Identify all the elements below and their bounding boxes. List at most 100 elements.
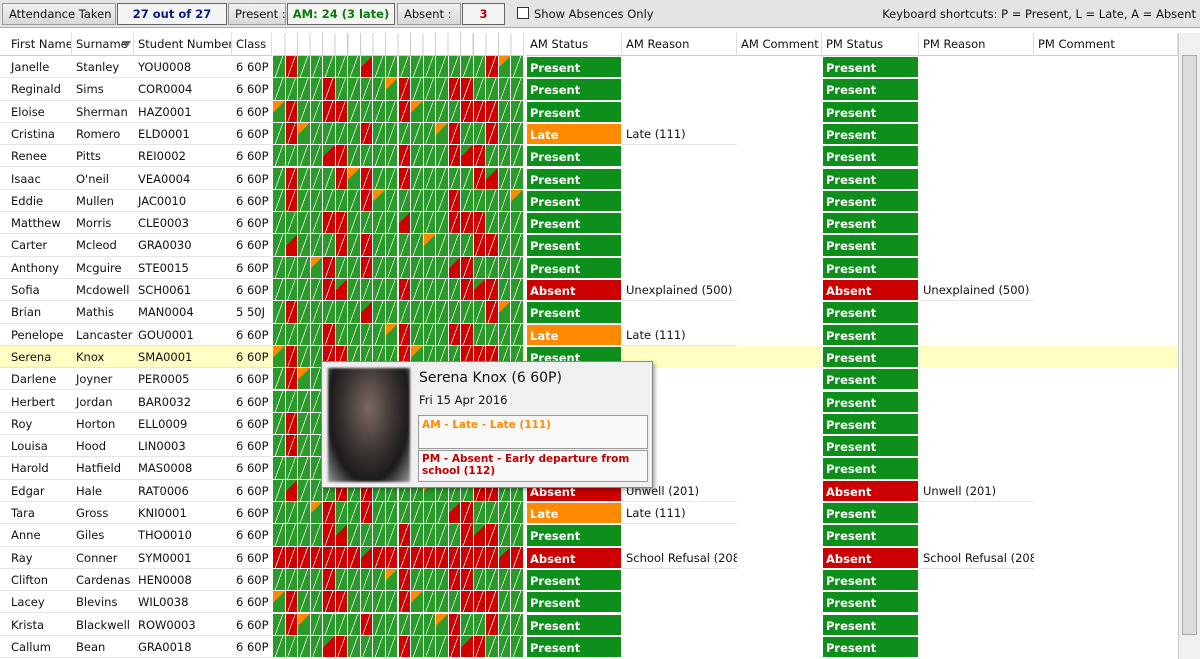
- status-cell[interactable]: Present: [526, 301, 622, 324]
- status-cell[interactable]: Present: [526, 256, 622, 279]
- history-cell: [285, 412, 299, 436]
- history-cell: [486, 145, 499, 168]
- status-cell[interactable]: Present: [822, 323, 919, 346]
- status-cell[interactable]: Present: [526, 591, 622, 614]
- column-header[interactable]: AM Reason: [622, 33, 737, 56]
- status-cell[interactable]: Absent: [822, 479, 919, 502]
- history-cell: [385, 212, 399, 235]
- column-header[interactable]: PM Status: [822, 33, 919, 56]
- cell: Serena: [0, 346, 72, 369]
- history-cell: [511, 212, 524, 235]
- status-cell[interactable]: Present: [822, 167, 919, 190]
- history-cell: [511, 613, 524, 636]
- status-cell[interactable]: Present: [822, 435, 919, 458]
- status-cell[interactable]: Present: [822, 189, 919, 213]
- status-cell[interactable]: Present: [526, 56, 622, 79]
- history-cell: [511, 78, 524, 101]
- column-header[interactable]: Class: [232, 33, 272, 56]
- status-cell[interactable]: Present: [526, 524, 622, 547]
- history-cell: [285, 613, 299, 636]
- status-cell[interactable]: Present: [822, 613, 919, 636]
- status-cell[interactable]: Present: [822, 368, 919, 391]
- history-cell: [348, 546, 361, 569]
- cell: 6 60P: [232, 547, 272, 569]
- status-cell[interactable]: Absent: [526, 546, 622, 569]
- history-cell: [310, 122, 324, 146]
- status-cell[interactable]: Late: [526, 323, 622, 346]
- status-cell[interactable]: Present: [526, 234, 622, 257]
- status-cell[interactable]: Present: [822, 635, 919, 659]
- status-cell[interactable]: Present: [526, 78, 622, 101]
- column-header[interactable]: PM Comment: [1034, 33, 1178, 56]
- status-cell[interactable]: Present: [822, 412, 919, 436]
- history-cell: [335, 78, 349, 101]
- status-cell[interactable]: Present: [822, 234, 919, 257]
- status-cell[interactable]: Present: [822, 145, 919, 168]
- status-cell[interactable]: Present: [822, 212, 919, 235]
- history-cell: [310, 502, 324, 525]
- history-cell: [486, 167, 499, 190]
- status-cell[interactable]: Absent: [822, 546, 919, 569]
- status-cell[interactable]: Present: [822, 524, 919, 547]
- history-cell: [323, 256, 336, 279]
- status-cell[interactable]: Late: [526, 122, 622, 146]
- status-cell[interactable]: Present: [526, 167, 622, 190]
- column-header[interactable]: Student Number: [134, 33, 232, 56]
- history-cell: [448, 613, 462, 636]
- status-cell[interactable]: Present: [526, 568, 622, 592]
- history-cell: [498, 234, 512, 257]
- history-cell: [298, 613, 311, 636]
- status-cell[interactable]: Late: [526, 502, 622, 525]
- history-cell: [498, 524, 512, 547]
- history-cell: [335, 100, 349, 123]
- history-cell: [323, 167, 336, 190]
- status-cell[interactable]: Present: [526, 145, 622, 168]
- status-cell[interactable]: Present: [822, 256, 919, 279]
- status-cell[interactable]: Present: [822, 502, 919, 525]
- column-header[interactable]: PM Reason: [919, 33, 1034, 56]
- history-cell: [461, 78, 474, 101]
- history-cell: [298, 390, 311, 413]
- column-header[interactable]: Surname: [72, 33, 134, 56]
- history-cell: [298, 457, 311, 480]
- status-cell[interactable]: Present: [822, 56, 919, 79]
- cell: 6 60P: [232, 480, 272, 502]
- history-cell: [335, 546, 349, 569]
- status-cell[interactable]: Present: [822, 301, 919, 324]
- history-cell: [310, 479, 324, 502]
- checkbox-label[interactable]: Show Absences Only: [534, 7, 654, 21]
- status-cell[interactable]: Present: [822, 457, 919, 480]
- column-header[interactable]: AM Status: [526, 33, 622, 56]
- scrollbar[interactable]: [1178, 33, 1200, 659]
- history-cell: [360, 256, 374, 279]
- status-cell[interactable]: Present: [526, 189, 622, 213]
- scroll-thumb[interactable]: [1182, 55, 1197, 635]
- history-cell: [436, 546, 449, 569]
- history-cell: [511, 122, 524, 146]
- status-cell[interactable]: Absent: [526, 279, 622, 302]
- status-cell[interactable]: Present: [526, 635, 622, 659]
- history-cell: [448, 524, 462, 547]
- status-cell[interactable]: Present: [822, 591, 919, 614]
- cell: SMA0001: [134, 346, 232, 369]
- column-header[interactable]: First Name: [0, 33, 72, 56]
- status-cell[interactable]: Present: [526, 613, 622, 636]
- status-cell[interactable]: Absent: [822, 279, 919, 302]
- history-cell: [285, 301, 299, 324]
- status-cell[interactable]: Present: [526, 100, 622, 123]
- status-cell[interactable]: Present: [822, 568, 919, 592]
- history-cell: [335, 145, 349, 168]
- history-cell: [411, 502, 424, 525]
- status-cell[interactable]: Present: [822, 345, 919, 369]
- checkbox[interactable]: [517, 7, 529, 19]
- status-cell[interactable]: Present: [822, 390, 919, 413]
- history-cell: [498, 78, 512, 101]
- status-cell[interactable]: Present: [822, 100, 919, 123]
- cell: Late (111): [622, 324, 737, 346]
- history-cell: [310, 189, 324, 213]
- column-header[interactable]: AM Comment: [737, 33, 822, 56]
- status-cell[interactable]: Present: [822, 78, 919, 101]
- status-cell[interactable]: Present: [526, 212, 622, 235]
- status-cell[interactable]: Present: [822, 122, 919, 146]
- cell: 6 60P: [232, 614, 272, 636]
